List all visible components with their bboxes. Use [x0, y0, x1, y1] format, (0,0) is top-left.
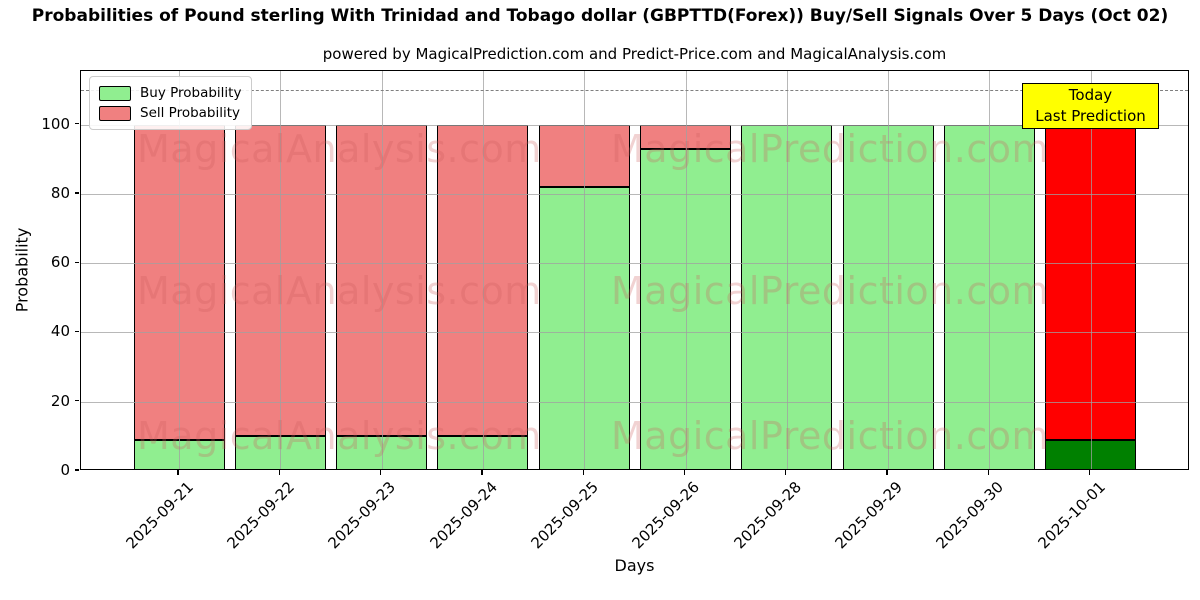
- legend: Buy Probability Sell Probability: [89, 76, 253, 130]
- x-tick-mark: [683, 470, 686, 475]
- chart-subtitle: powered by MagicalPrediction.com and Pre…: [322, 45, 947, 63]
- legend-label-buy: Buy Probability: [140, 85, 242, 101]
- threshold-dashed-line: [81, 90, 1188, 92]
- x-tick-mark: [177, 470, 179, 475]
- y-tick-label: 0: [60, 461, 70, 479]
- today-annotation-line2: Last Prediction: [1035, 107, 1146, 125]
- buy-probability-swatch: [99, 85, 131, 101]
- bar-segment-buy: [943, 124, 1035, 469]
- plot-area: Buy Probability Sell Probability Today L…: [80, 70, 1189, 470]
- x-tick-label: 2025-09-23: [324, 478, 400, 553]
- bar-segment-sell: [133, 124, 225, 440]
- bar-segment-buy: [133, 439, 225, 469]
- today-annotation: Today Last Prediction: [1022, 83, 1159, 129]
- y-tick-mark: [75, 122, 79, 125]
- x-tick-label: 2025-09-29: [831, 478, 906, 553]
- y-tick-label: 40: [50, 322, 70, 341]
- legend-label-sell: Sell Probability: [140, 105, 241, 121]
- y-tick-mark: [75, 261, 79, 263]
- bar-segment-sell: [640, 124, 731, 149]
- legend-entry-sell: Sell Probability: [99, 103, 241, 123]
- bar-segment-sell: [234, 124, 326, 437]
- x-tick-mark: [987, 470, 990, 475]
- x-tick-label: 2025-10-01: [1034, 478, 1109, 553]
- y-tick-mark: [75, 192, 79, 194]
- x-tick-label: 2025-09-21: [122, 478, 197, 553]
- bar-segment-buy: [741, 124, 833, 469]
- bar-segment-sell: [336, 124, 428, 437]
- bar-segment-buy: [640, 148, 731, 469]
- today-annotation-line1: Today: [1068, 86, 1113, 104]
- bar-segment-buy: [842, 124, 934, 469]
- x-tick-label: 2025-09-24: [426, 478, 501, 553]
- x-tick-label: 2025-09-30: [932, 478, 1008, 553]
- y-tick-label: 60: [50, 253, 70, 272]
- bar-segment-buy: [538, 187, 630, 469]
- bar-segment-sell: [437, 124, 529, 437]
- x-tick-mark: [886, 470, 888, 475]
- x-tick-label: 2025-09-22: [223, 478, 299, 553]
- x-tick-label: 2025-09-26: [628, 478, 704, 553]
- y-tick-label: 100: [41, 114, 70, 133]
- x-tick-mark: [785, 470, 787, 475]
- bar-segment-buy: [437, 436, 529, 469]
- sell-probability-swatch: [99, 105, 131, 121]
- bar-segment-buy: [1045, 439, 1137, 469]
- legend-entry-buy: Buy Probability: [99, 83, 241, 103]
- y-tick-mark: [75, 330, 79, 333]
- x-tick-mark: [1089, 470, 1091, 475]
- chart-title: Probabilities of Pound sterling With Tri…: [31, 6, 1169, 26]
- x-tick-mark: [379, 470, 382, 475]
- x-tick-label: 2025-09-25: [527, 478, 602, 553]
- x-tick-mark: [481, 470, 483, 475]
- bar-segment-sell: [538, 124, 630, 187]
- bar-segment-buy: [234, 436, 326, 469]
- y-tick-mark: [75, 400, 79, 402]
- x-tick-mark: [582, 470, 584, 475]
- x-axis-label: Days: [614, 556, 655, 575]
- x-tick-label: 2025-09-28: [730, 478, 805, 553]
- bar-segment-sell: [1045, 124, 1137, 440]
- x-tick-mark: [278, 470, 280, 475]
- y-tick-mark: [75, 469, 79, 471]
- bar-segment-buy: [336, 436, 428, 469]
- y-tick-label: 80: [50, 183, 70, 202]
- y-tick-label: 20: [50, 391, 70, 410]
